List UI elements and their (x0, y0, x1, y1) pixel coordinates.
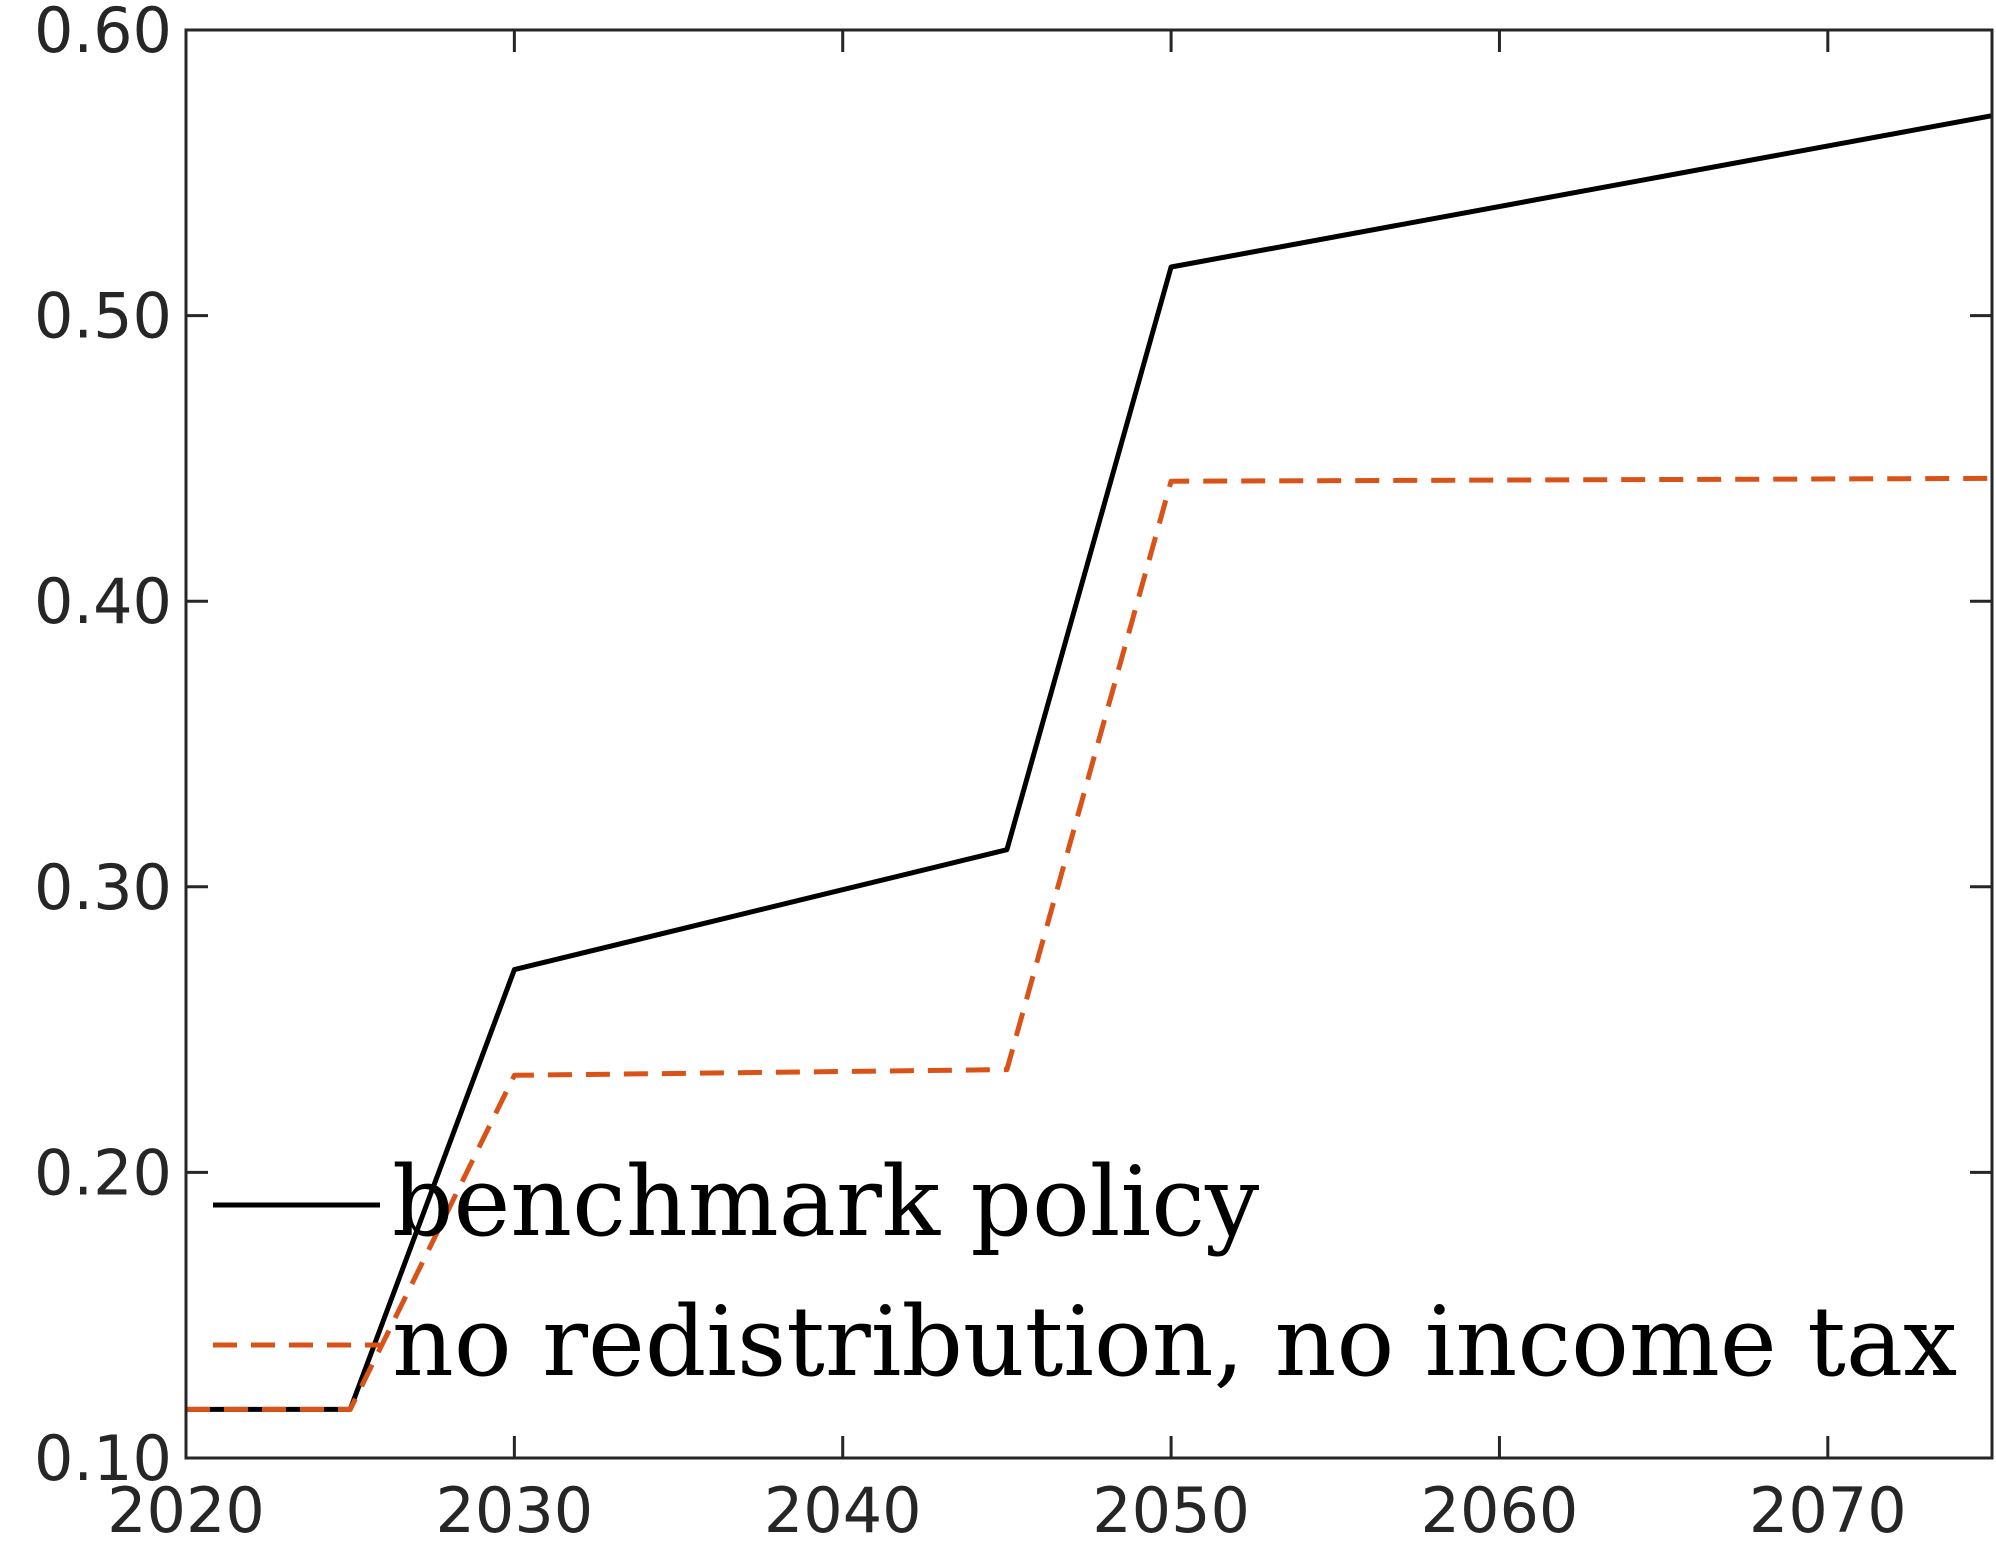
ticks-layer: 2020 2030 2040 2050 2060 2070 0.10 0.20 0.30 0.40… (34, 0, 1992, 1547)
y-tick-label: 0.50 (34, 280, 172, 353)
x-tick-label: 2040 (764, 1474, 922, 1547)
x-tick-label: 2060 (1421, 1474, 1579, 1547)
y-tick-label: 0.60 (34, 0, 172, 67)
y-tick-label: 0.20 (34, 1136, 172, 1209)
series-line-2 (186, 475, 1993, 1412)
y-tick-label: 0.10 (34, 1422, 172, 1495)
x-tick-label: 2050 (1092, 1474, 1250, 1547)
legend-label-1: benchmark policy (392, 1146, 1259, 1258)
axes-frame (184, 28, 1994, 1460)
y-tick-label: 0.40 (34, 565, 172, 638)
series-layer (186, 113, 1993, 1412)
x-tick-label: 2030 (435, 1474, 593, 1547)
y-tick-label: 0.30 (34, 851, 172, 924)
x-tick-label: 2020 (107, 1474, 265, 1547)
x-tick-label: 2070 (1749, 1474, 1907, 1547)
legend-label-2: no redistribution, no income tax (392, 1286, 1957, 1398)
legend: benchmark policy no redistribution, no in… (213, 1146, 1957, 1398)
